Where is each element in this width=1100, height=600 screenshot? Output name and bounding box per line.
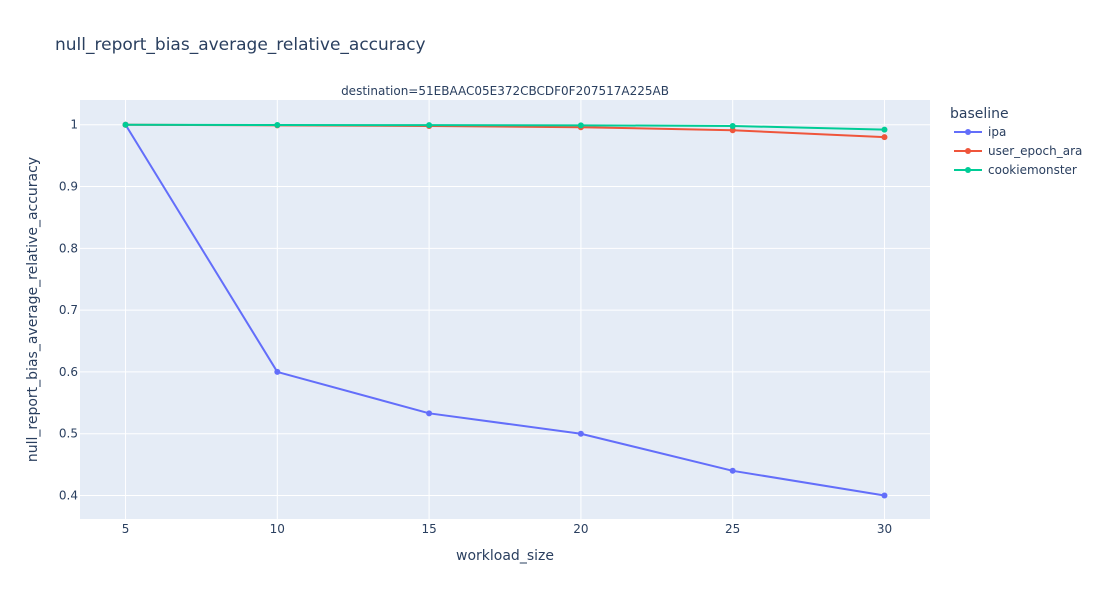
y-tick-label: 0.7 — [59, 303, 78, 317]
legend-title: baseline — [950, 106, 1009, 122]
y-tick-label: 0.9 — [59, 180, 78, 194]
legend: baseline ipa user_epoch_ara cookiemonster — [950, 106, 1082, 177]
legend-item-cookiemonster[interactable]: cookiemonster — [954, 163, 1077, 177]
data-point-cookiemonster — [729, 122, 736, 129]
x-tick-label: 5 — [122, 522, 130, 536]
y-tick-label: 0.8 — [59, 241, 78, 255]
data-point-ipa — [881, 492, 888, 499]
legend-item-ipa[interactable]: ipa — [954, 125, 1006, 139]
legend-swatch-marker — [965, 129, 971, 135]
chart-title: null_report_bias_average_relative_accura… — [55, 35, 426, 55]
y-tick-label: 0.5 — [59, 427, 78, 441]
x-axis-title: workload_size — [456, 548, 554, 564]
legend-label: cookiemonster — [988, 163, 1077, 177]
x-tick-label: 10 — [270, 522, 285, 536]
legend-item-user-epoch-ara[interactable]: user_epoch_ara — [954, 144, 1082, 158]
series-line-ipa — [124, 124, 885, 497]
legend-swatch-marker — [965, 148, 971, 154]
series-line-cookiemonster — [125, 123, 885, 131]
y-tick-label: 1 — [70, 118, 78, 132]
data-point-cookiemonster — [274, 122, 281, 129]
data-point-ipa — [426, 410, 433, 417]
plot-area — [80, 100, 930, 519]
data-point-ipa — [274, 368, 281, 375]
x-tick-label: 20 — [573, 522, 588, 536]
x-tick-label: 15 — [421, 522, 436, 536]
data-point-cookiemonster — [122, 121, 129, 128]
legend-label: ipa — [988, 125, 1006, 139]
y-axis-title: null_report_bias_average_relative_accura… — [25, 157, 41, 462]
y-tick-label: 0.4 — [59, 489, 78, 503]
data-point-user-epoch-ara — [881, 134, 888, 141]
data-point-ipa — [729, 467, 736, 474]
data-point-ipa — [577, 430, 584, 437]
facet-title: destination=51EBAAC05E372CBCDF0F207517A2… — [341, 84, 669, 98]
tick-layer: 5 10 15 20 25 30 0.4 0.5 0.6 0.7 0.8 0.9 1 — [59, 118, 892, 536]
series-layer — [122, 121, 888, 499]
legend-swatch-marker — [965, 167, 971, 173]
data-point-cookiemonster — [426, 122, 433, 129]
legend-items: ipa user_epoch_ara cookiemonster — [954, 125, 1082, 177]
data-point-cookiemonster — [577, 122, 584, 129]
x-tick-label: 30 — [877, 522, 892, 536]
y-tick-label: 0.6 — [59, 365, 78, 379]
data-point-cookiemonster — [881, 126, 888, 133]
x-tick-label: 25 — [725, 522, 740, 536]
data-point-user-epoch-ara — [729, 127, 736, 134]
legend-label: user_epoch_ara — [988, 144, 1082, 158]
